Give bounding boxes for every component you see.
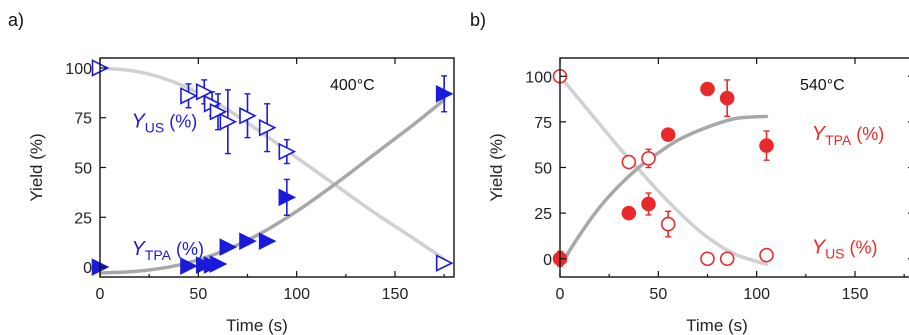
data-point-a-1-6	[239, 232, 257, 250]
panel-b-chart: b) YTPA (%) YUS (%) 0 50 100 150 0 25 50 75 100 Time…	[470, 10, 909, 335]
data-point-b-1-3	[660, 210, 676, 238]
data-point-a-1-4	[209, 255, 228, 273]
fit-curve-a-fit_growth	[100, 98, 446, 275]
data-point-b-0-6	[759, 130, 774, 161]
data-point-a-1-8	[278, 178, 297, 216]
y-tick-label-a-3: 75	[74, 111, 92, 128]
y-tick-label-b-1: 25	[534, 206, 552, 223]
data-point-a-0-1	[180, 83, 198, 109]
data-point-b-1-2	[641, 148, 656, 169]
y-tick-label-b-0: 0	[543, 252, 552, 269]
data-point-a-0-6	[239, 93, 257, 139]
data-point-b-0-3	[660, 127, 676, 142]
y-tick-label-b-3: 75	[534, 115, 552, 132]
data-point-b-1-5	[719, 251, 735, 267]
y-axis-title-a: Yield (%)	[27, 133, 46, 201]
data-point-a-0-7	[258, 103, 277, 153]
x-axis-title-b: Time (s)	[686, 316, 748, 335]
data-point-a-1-7	[258, 232, 277, 250]
x-tick-label-b-0: 0	[556, 286, 565, 303]
plot-frame-a	[99, 57, 455, 278]
y-tick-label-a-2: 50	[74, 161, 92, 178]
data-point-b-0-5	[719, 79, 735, 118]
data-point-b-0-1	[621, 205, 637, 221]
series-label-b-1: YUS (%)	[812, 236, 878, 261]
x-tick-label-b-3: 150	[842, 286, 869, 303]
y-tick-label-a-0: 0	[83, 260, 92, 277]
data-point-b-0-2	[641, 192, 656, 216]
fit-curve-b-fit_decay	[560, 74, 769, 266]
y-tick-label-b-4: 100	[525, 69, 552, 86]
data-point-a-0-4	[209, 93, 228, 131]
temperature-label-a: 400°C	[330, 77, 375, 94]
data-point-b-0-4	[700, 81, 715, 97]
temperature-label-b: 540°C	[800, 77, 845, 94]
panel-label-a: a)	[8, 10, 24, 30]
data-point-a-0-9	[435, 254, 454, 272]
panel-a-chart: a) YUS (%) YTPA (%) 0 50 100 150 0 25 50 75 100 Time…	[8, 10, 455, 335]
data-point-a-1-5	[219, 238, 238, 256]
x-axis-title-a: Time (s)	[226, 316, 288, 335]
x-tick-label-a-3: 150	[382, 286, 409, 303]
data-point-b-1-1	[621, 154, 637, 170]
data-point-b-1-4	[700, 251, 715, 267]
panel-label-b: b)	[470, 10, 486, 30]
x-tick-label-a-1: 50	[189, 286, 207, 303]
data-point-a-0-5	[219, 89, 238, 155]
data-point-a-1-1	[180, 257, 198, 275]
data-point-a-0-8	[278, 138, 297, 165]
fit-curve-a-fit_decay	[100, 66, 446, 261]
x-tick-label-b-2: 100	[743, 286, 770, 303]
fit-curve-b-fit_growth	[560, 114, 769, 268]
y-axis-title-b: Yield (%)	[487, 133, 506, 201]
y-tick-label-b-2: 50	[534, 161, 552, 178]
y-tick-label-a-4: 100	[65, 61, 92, 78]
series-label-a-1: YTPA (%)	[131, 238, 204, 263]
x-tick-label-a-0: 0	[96, 286, 105, 303]
data-point-a-1-9	[435, 75, 454, 113]
series-label-a-0: YUS (%)	[131, 111, 197, 136]
y-tick-label-a-1: 25	[74, 210, 92, 227]
data-point-b-1-6	[759, 247, 774, 263]
x-tick-label-b-1: 50	[649, 286, 667, 303]
series-label-b-0: YTPA (%)	[812, 123, 885, 148]
x-tick-label-a-2: 100	[283, 286, 310, 303]
